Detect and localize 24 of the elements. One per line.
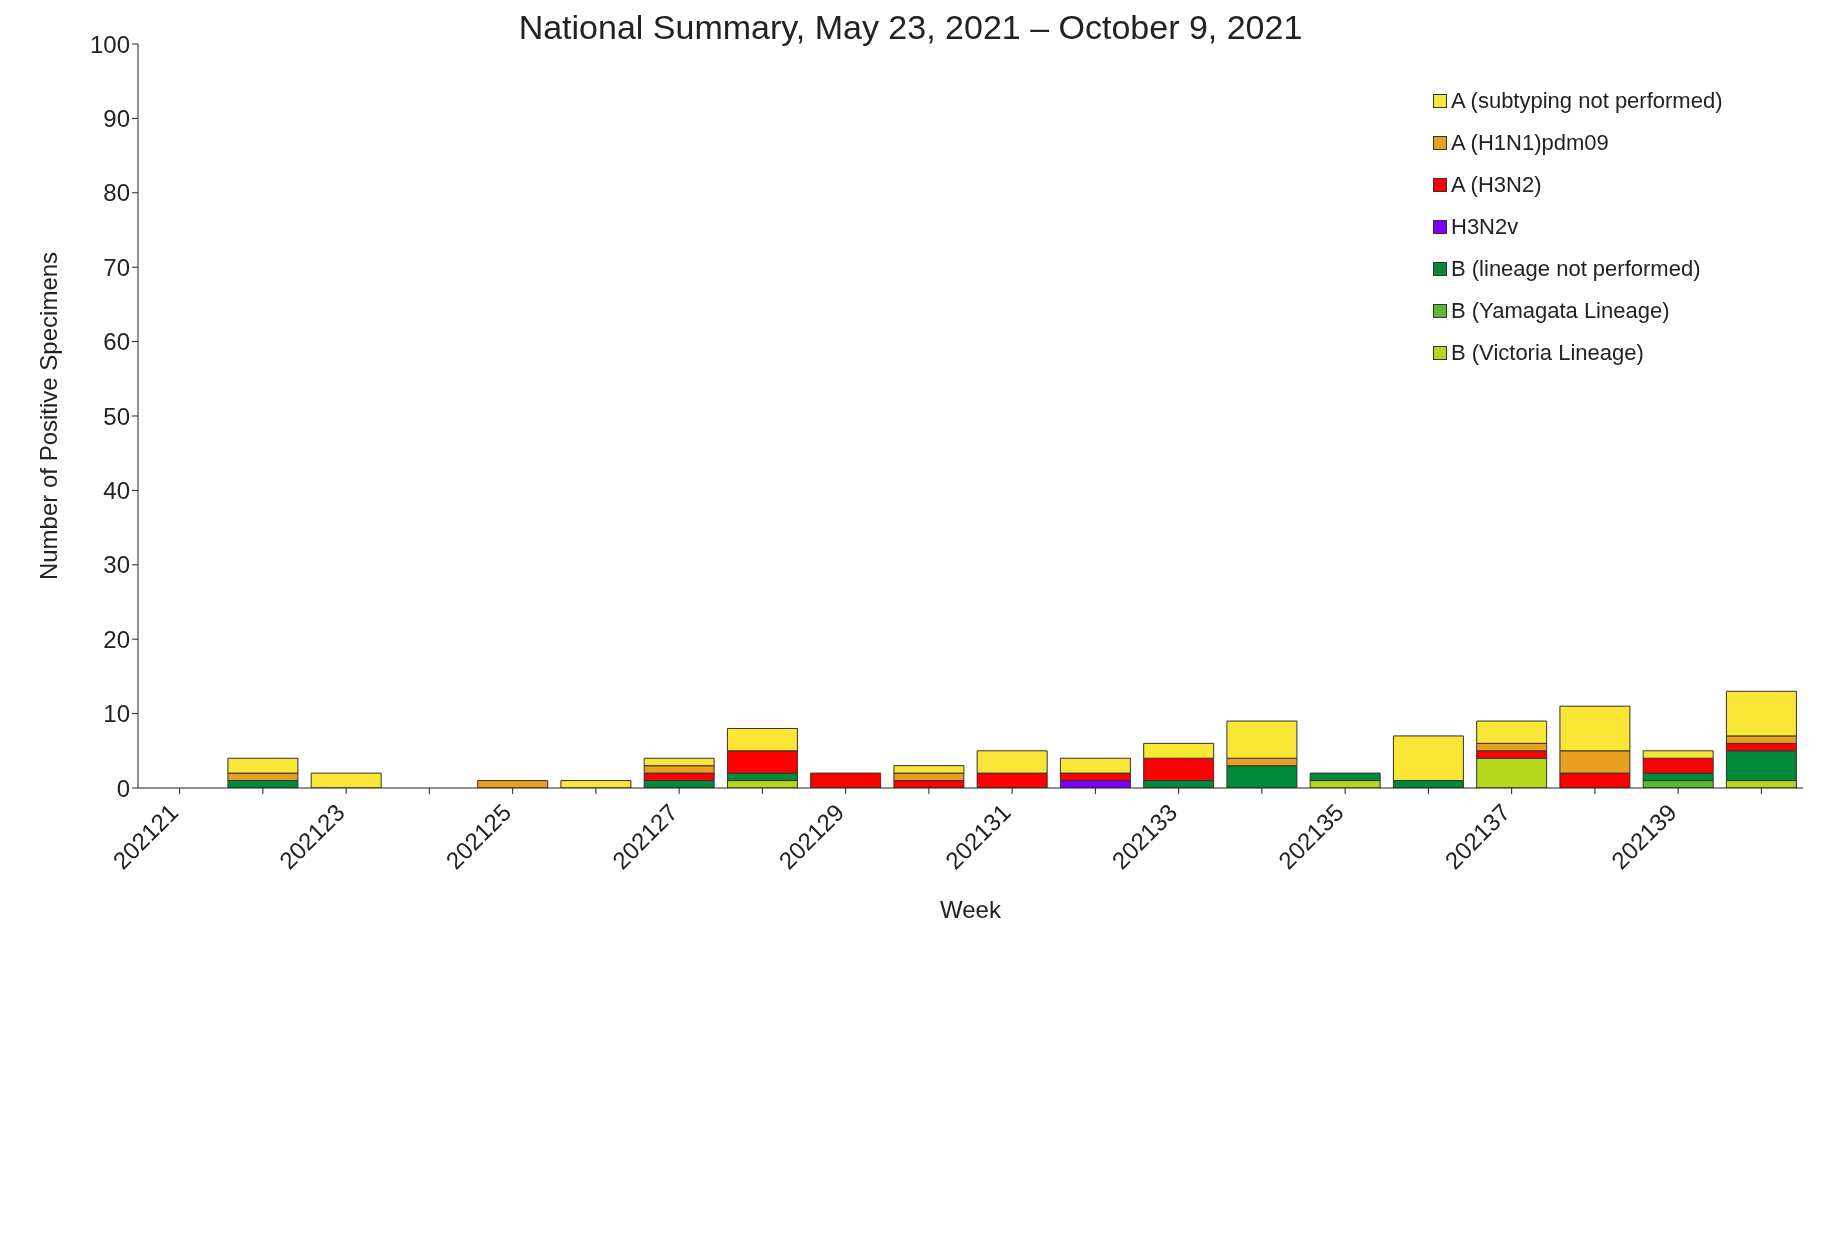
legend-label: A (H3N2) <box>1451 172 1542 198</box>
y-tick-label: 30 <box>103 551 130 579</box>
legend-label: A (subtyping not performed) <box>1451 88 1723 114</box>
y-tick-label: 50 <box>103 402 130 430</box>
bar <box>310 772 382 788</box>
y-axis-title: Number of Positive Specimens <box>34 251 62 581</box>
legend-label: B (lineage not performed) <box>1451 256 1701 282</box>
y-tick-label: 60 <box>103 328 130 356</box>
y-tick-label: 40 <box>103 476 130 504</box>
y-tick-label: 100 <box>89 30 130 58</box>
y-tick-label: 10 <box>103 700 130 728</box>
legend-label: A (H1N1)pdm09 <box>1451 130 1609 156</box>
x-axis-title: Week <box>940 896 1002 923</box>
y-tick-label: 0 <box>116 774 130 802</box>
legend-label: H3N2v <box>1451 214 1519 240</box>
y-tick-label: 20 <box>103 625 130 653</box>
y-tick-label: 80 <box>103 179 130 207</box>
y-tick-label: 70 <box>103 253 130 281</box>
y-tick-label: 90 <box>103 104 130 132</box>
bar <box>560 780 632 788</box>
bar <box>810 772 882 788</box>
chart-title: National Summary, May 23, 2021 – October 9, 2021 <box>518 8 1303 46</box>
legend-label: B (Yamagata Lineage) <box>1451 298 1670 324</box>
legend-label: B (Victoria Lineage) <box>1451 340 1644 366</box>
